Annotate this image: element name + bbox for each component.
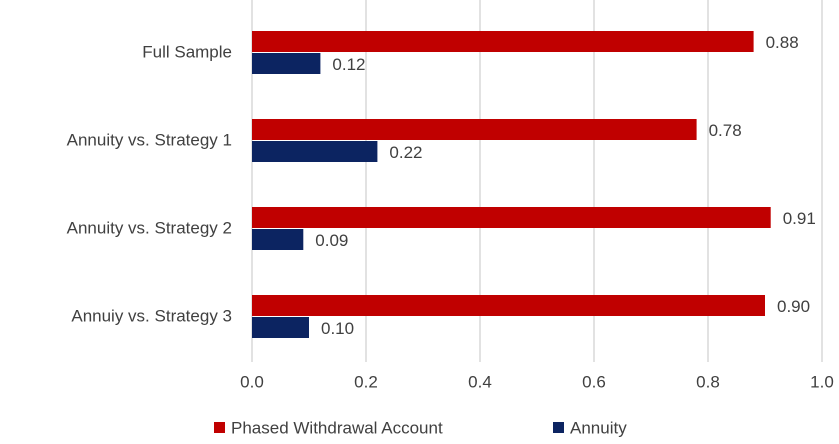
y-tick-label: Annuity vs. Strategy 2 <box>67 218 232 237</box>
legend-swatch <box>214 422 225 433</box>
x-tick-label: 0.0 <box>240 372 264 391</box>
bar <box>252 31 754 52</box>
bar <box>252 207 771 228</box>
bar <box>252 317 309 338</box>
x-tick-label: 0.8 <box>696 372 720 391</box>
x-tick-label: 0.4 <box>468 372 492 391</box>
x-tick-label: 0.6 <box>582 372 606 391</box>
legend-label: Annuity <box>570 418 627 437</box>
data-label: 0.12 <box>332 55 365 74</box>
data-label: 0.78 <box>709 121 742 140</box>
data-label: 0.10 <box>321 319 354 338</box>
y-tick-label: Annuity vs. Strategy 1 <box>67 130 232 149</box>
data-label: 0.09 <box>315 231 348 250</box>
x-tick-label: 1.0 <box>810 372 834 391</box>
y-tick-label: Full Sample <box>142 42 232 61</box>
legend-label: Phased Withdrawal Account <box>231 418 443 437</box>
data-label: 0.91 <box>783 209 816 228</box>
x-tick-label: 0.2 <box>354 372 378 391</box>
bar <box>252 141 378 162</box>
bar <box>252 229 304 250</box>
data-label: 0.88 <box>766 33 799 52</box>
legend-swatch <box>553 422 564 433</box>
bar <box>252 53 321 74</box>
data-label: 0.22 <box>389 143 422 162</box>
data-label: 0.90 <box>777 297 810 316</box>
bar <box>252 119 697 140</box>
bar <box>252 295 765 316</box>
y-tick-label: Annuiy vs. Strategy 3 <box>71 306 232 325</box>
